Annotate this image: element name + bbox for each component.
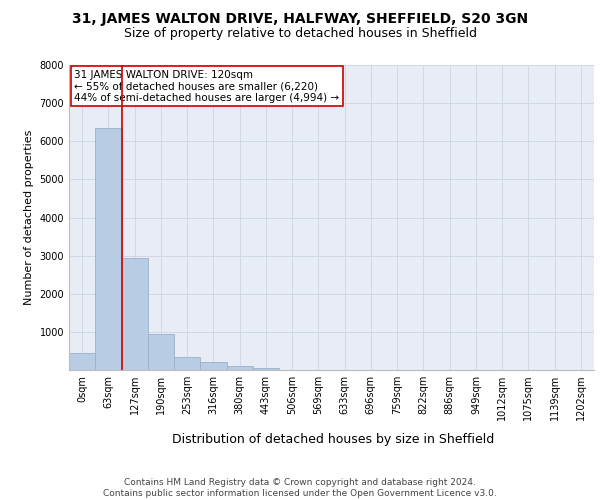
Bar: [148, 334, 174, 370]
Text: 31 JAMES WALTON DRIVE: 120sqm
← 55% of detached houses are smaller (6,220)
44% o: 31 JAMES WALTON DRIVE: 120sqm ← 55% of d…: [74, 70, 340, 103]
Text: Contains HM Land Registry data © Crown copyright and database right 2024.
Contai: Contains HM Land Registry data © Crown c…: [103, 478, 497, 498]
Bar: [121, 258, 148, 370]
Text: 31, JAMES WALTON DRIVE, HALFWAY, SHEFFIELD, S20 3GN: 31, JAMES WALTON DRIVE, HALFWAY, SHEFFIE…: [72, 12, 528, 26]
Y-axis label: Number of detached properties: Number of detached properties: [24, 130, 34, 305]
Bar: [200, 362, 227, 370]
Bar: [174, 356, 200, 370]
Text: Distribution of detached houses by size in Sheffield: Distribution of detached houses by size …: [172, 432, 494, 446]
Bar: [69, 353, 95, 370]
Bar: [253, 368, 279, 370]
Bar: [227, 366, 253, 370]
Bar: [95, 128, 121, 370]
Text: Size of property relative to detached houses in Sheffield: Size of property relative to detached ho…: [124, 28, 476, 40]
